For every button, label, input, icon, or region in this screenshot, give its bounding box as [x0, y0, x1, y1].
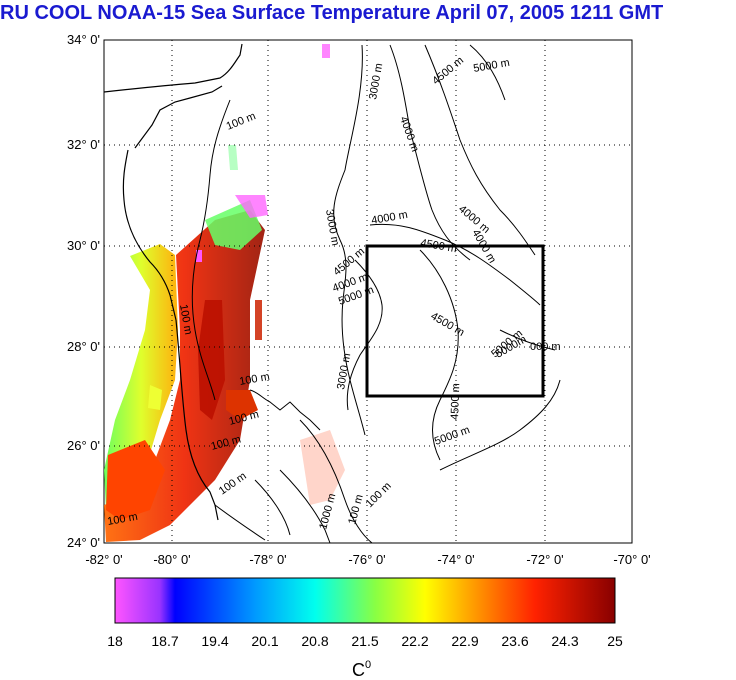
- lon-tick-label: -70° 0': [613, 552, 650, 567]
- colorbar-tick-label: 20.8: [301, 633, 328, 649]
- lat-tick-label: 30° 0': [67, 238, 100, 253]
- coastline: [103, 43, 243, 521]
- unit-superscript: 0: [365, 659, 371, 671]
- colorbar-tick-label: 18.7: [151, 633, 178, 649]
- lat-tick-label: 28° 0': [67, 339, 100, 354]
- lat-tick-label: 34° 0': [67, 32, 100, 47]
- unit-text: C: [352, 660, 365, 680]
- colorbar-tick-label: 19.4: [201, 633, 228, 649]
- contour-label: 000 m: [530, 341, 561, 353]
- colorbar-tick-label: 23.6: [501, 633, 528, 649]
- contour-label: 100 m: [238, 371, 270, 388]
- colorbar: 18 18.7 19.4 20.1 20.8 21.5 22.2 22.9 23…: [107, 577, 623, 680]
- lon-tick-label: -80° 0': [153, 552, 190, 567]
- contour-label: 100 m: [106, 511, 138, 528]
- sst-data: [104, 44, 345, 542]
- longitude-axis: -82° 0' -80° 0' -78° 0' -76° 0' -74° 0' …: [85, 552, 650, 567]
- colorbar-tick-label: 18: [107, 633, 123, 649]
- colorbar-tick-label: 21.5: [351, 633, 378, 649]
- contour-label: 4500 m: [449, 383, 462, 420]
- lon-tick-label: -78° 0': [249, 552, 286, 567]
- colorbar-tick-label: 20.1: [251, 633, 278, 649]
- lon-tick-label: -76° 0': [348, 552, 385, 567]
- lat-tick-label: 32° 0': [67, 137, 100, 152]
- colorbar-gradient: [114, 577, 616, 624]
- lon-tick-label: -74° 0': [437, 552, 474, 567]
- study-area-box: [365, 244, 545, 398]
- map-title: RU COOL NOAA-15 Sea Surface Temperature …: [0, 2, 664, 24]
- lon-tick-label: -72° 0': [526, 552, 563, 567]
- bathymetry-contours: [191, 44, 561, 544]
- colorbar-tick-label: 22.9: [451, 633, 478, 649]
- lon-tick-label: -82° 0': [85, 552, 122, 567]
- contour-label: 100 m: [177, 303, 194, 335]
- colorbar-tick-label: 22.2: [401, 633, 428, 649]
- colorbar-unit: C0: [352, 659, 371, 680]
- colorbar-tick-label: 24.3: [551, 633, 578, 649]
- lat-tick-label: 24° 0': [67, 535, 100, 550]
- latitude-axis: 34° 0' 32° 0' 30° 0' 28° 0' 26° 0' 24° 0…: [67, 32, 100, 550]
- lat-tick-label: 26° 0': [67, 438, 100, 453]
- colorbar-tick-label: 25: [607, 633, 623, 649]
